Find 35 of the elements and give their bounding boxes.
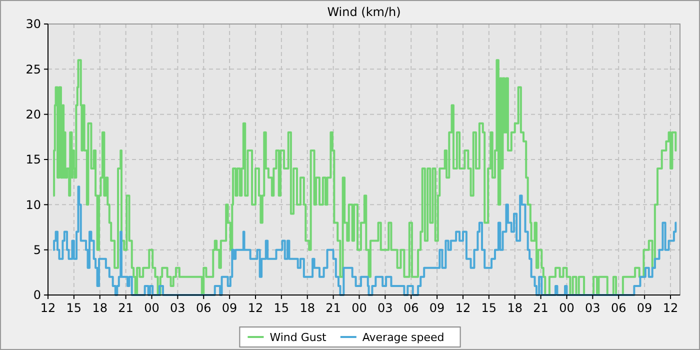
x-tick-label: 15 bbox=[481, 301, 497, 315]
x-tick-label: 21 bbox=[533, 301, 548, 315]
x-tick-label: 03 bbox=[585, 301, 600, 315]
y-tick-label: 0 bbox=[33, 288, 41, 302]
x-tick-label: 21 bbox=[326, 301, 341, 315]
y-tick-label: 20 bbox=[26, 108, 41, 122]
x-tick-label: 09 bbox=[429, 301, 445, 315]
x-tick-label: 21 bbox=[118, 301, 134, 315]
x-tick-label: 09 bbox=[636, 301, 652, 315]
legend-label: Average speed bbox=[362, 330, 444, 344]
x-tick-label: 03 bbox=[170, 301, 186, 315]
x-tick-label: 06 bbox=[196, 301, 212, 315]
x-tick-label: 15 bbox=[66, 301, 82, 315]
y-tick-label: 30 bbox=[26, 17, 41, 32]
x-tick-label: 00 bbox=[352, 301, 367, 315]
x-tick-label: 12 bbox=[662, 301, 678, 315]
x-tick-label: 18 bbox=[507, 301, 523, 315]
x-tick-label: 00 bbox=[559, 301, 574, 315]
x-tick-label: 00 bbox=[144, 301, 160, 315]
x-tick-label: 06 bbox=[403, 301, 419, 315]
x-tick-label: 18 bbox=[92, 301, 108, 315]
x-tick-label: 06 bbox=[610, 301, 626, 315]
x-tick-label: 12 bbox=[248, 301, 264, 315]
x-tick-label: 03 bbox=[378, 301, 393, 315]
y-tick-label: 25 bbox=[26, 62, 41, 76]
x-tick-label: 12 bbox=[40, 301, 56, 315]
x-tick-label: 12 bbox=[455, 301, 471, 315]
chart-title: Wind (km/h) bbox=[327, 5, 401, 19]
y-tick-label: 5 bbox=[33, 243, 41, 258]
x-tick-label: 18 bbox=[300, 301, 316, 315]
legend-label: Wind Gust bbox=[270, 330, 328, 344]
x-tick-label: 09 bbox=[222, 301, 238, 315]
x-tick-label: 15 bbox=[274, 301, 290, 315]
y-tick-label: 10 bbox=[26, 198, 41, 212]
y-tick-label: 15 bbox=[26, 152, 41, 167]
